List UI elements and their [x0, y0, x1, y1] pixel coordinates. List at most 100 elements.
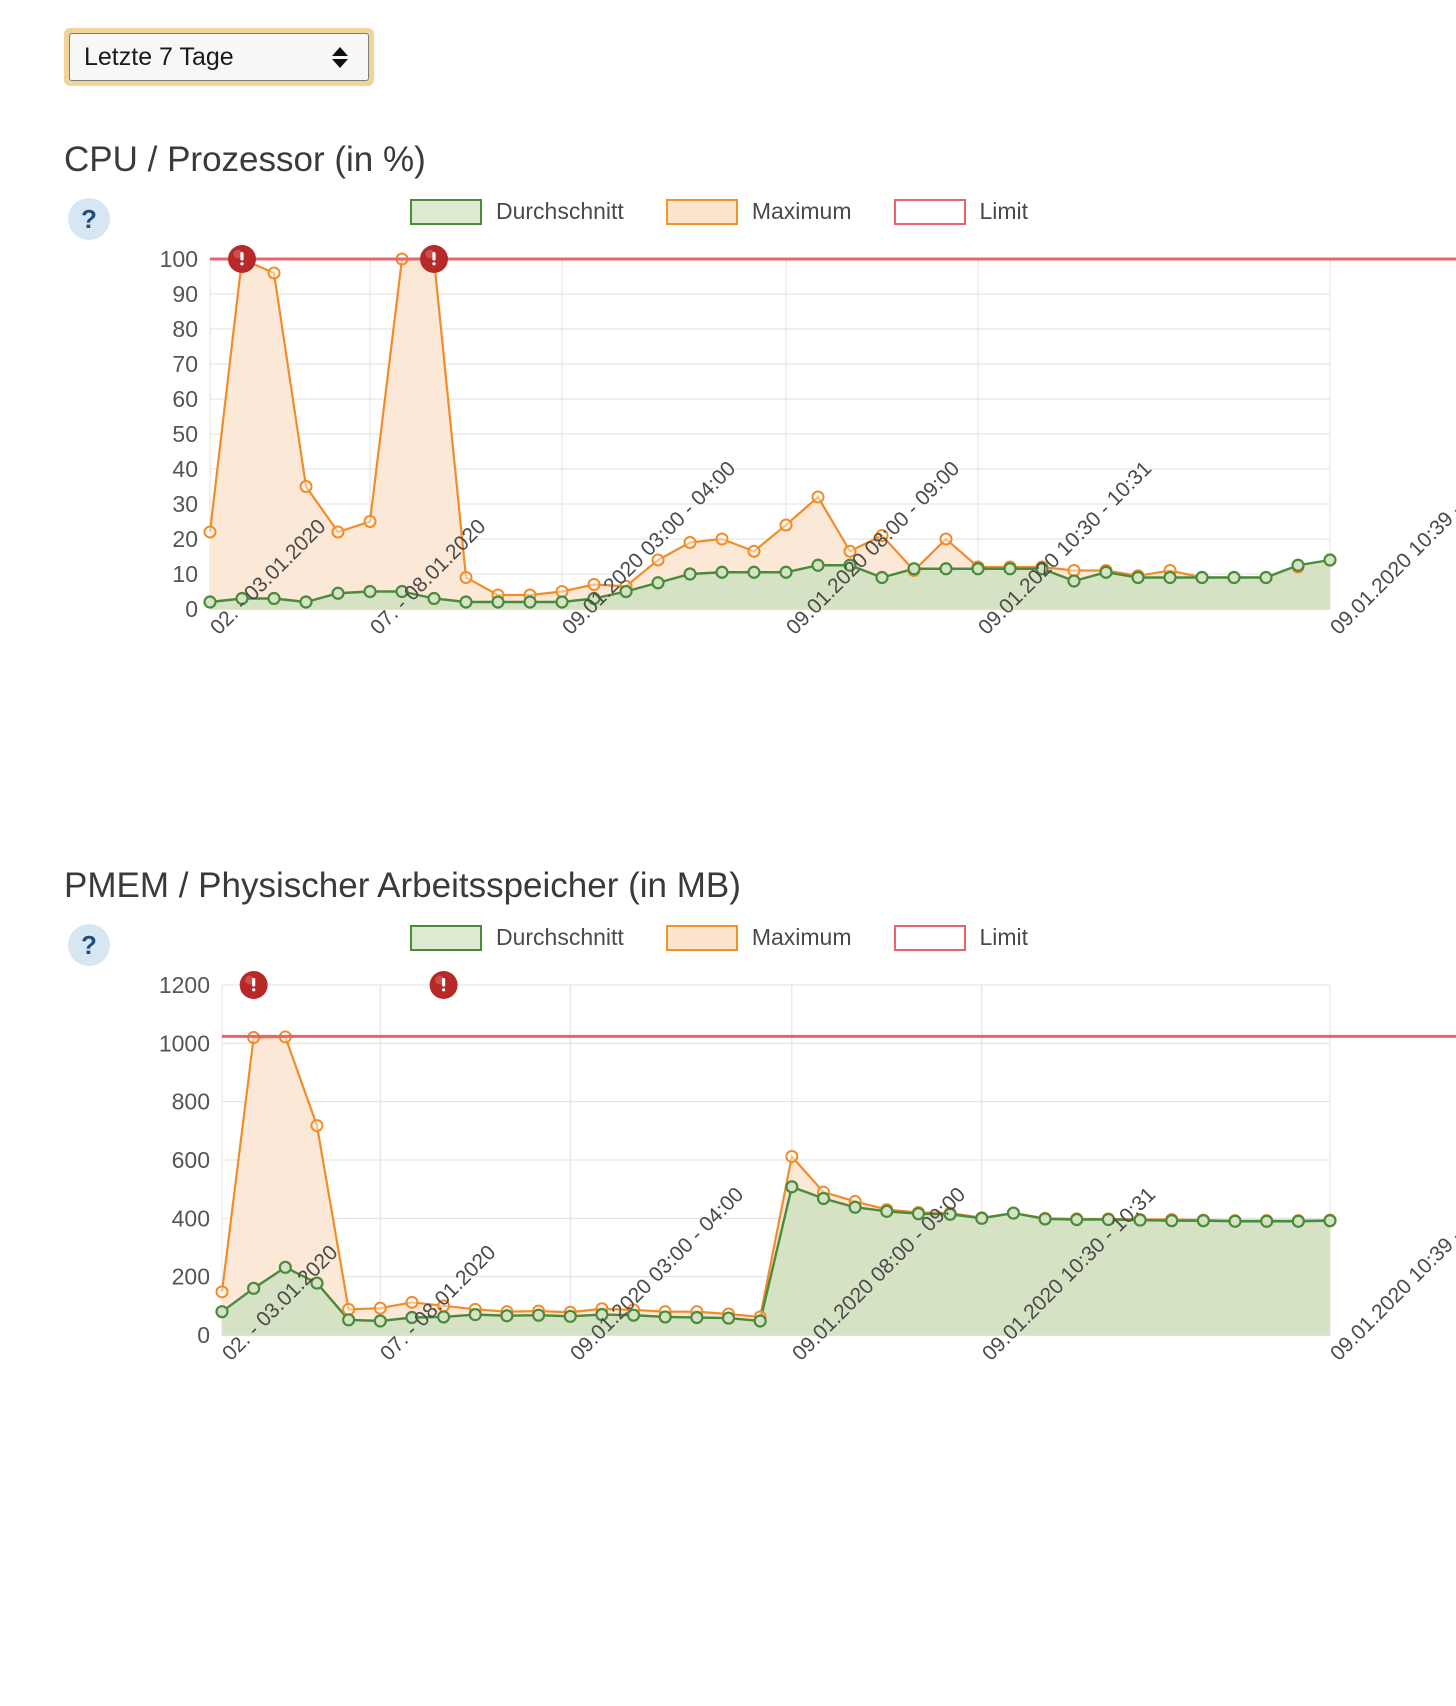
data-point-average [563, 1309, 577, 1323]
data-point-average [971, 562, 985, 576]
data-point-average [1195, 570, 1209, 585]
data-point-average [437, 1310, 451, 1324]
legend-item-average[interactable]: Durchschnitt [410, 198, 624, 225]
alert-marker-icon[interactable] [429, 971, 458, 999]
data-point-average [299, 595, 313, 609]
alert-marker-icon[interactable] [420, 245, 448, 273]
data-point-average [555, 595, 569, 609]
data-point-average [690, 1310, 704, 1325]
data-point-average [405, 1310, 419, 1325]
data-point-maximum [779, 518, 793, 532]
y-axis-tick-label: 1200 [159, 972, 210, 998]
data-point-average [715, 565, 729, 579]
data-point-average [247, 1281, 261, 1295]
spinner-arrows-icon[interactable] [332, 46, 348, 68]
y-axis-tick-label: 200 [172, 1264, 210, 1290]
data-point-maximum [785, 1150, 799, 1163]
data-point-average [626, 1308, 641, 1322]
help-icon-cpu[interactable]: ? [68, 198, 110, 240]
data-point-average [753, 1314, 767, 1328]
legend-cpu: Durchschnitt Maximum Limit [410, 198, 1070, 225]
data-point-average [1260, 1214, 1274, 1228]
data-point-average [1099, 565, 1113, 579]
data-point-average [1003, 562, 1017, 576]
data-point-average [587, 591, 601, 606]
page-title-cpu: CPU / Prozessor (in %) [64, 140, 426, 179]
data-point-average [1131, 570, 1145, 585]
chevron-down-icon [332, 58, 348, 68]
legend-label-average: Durchschnitt [496, 198, 624, 224]
data-point-average [500, 1309, 514, 1323]
y-axis-tick-label: 800 [172, 1089, 210, 1115]
data-point-average [1259, 570, 1273, 585]
legend-item-maximum[interactable]: Maximum [665, 924, 852, 951]
data-point-maximum [651, 553, 665, 567]
data-point-average [747, 565, 761, 579]
data-point-average [911, 1207, 926, 1221]
y-axis-tick-label: 400 [172, 1205, 210, 1231]
data-point-average [1035, 562, 1049, 576]
data-point-average [1165, 1214, 1179, 1228]
data-point-average [491, 595, 505, 609]
data-point-average [1006, 1206, 1021, 1220]
data-point-average [658, 1310, 672, 1324]
data-point-maximum [1067, 564, 1081, 577]
data-point-average [683, 567, 697, 581]
data-point-average [975, 1211, 989, 1225]
alert-marker-icon[interactable] [228, 245, 256, 273]
legend-label-maximum: Maximum [751, 924, 852, 950]
data-point-average [331, 586, 345, 600]
period-select[interactable]: Letzte 7 Tage [69, 33, 369, 81]
y-axis-tick-label: 10 [172, 561, 198, 587]
data-point-maximum [363, 515, 377, 528]
data-point-average [1291, 558, 1305, 572]
y-axis-tick-label: 0 [185, 596, 198, 622]
data-point-average [342, 1313, 356, 1327]
data-point-maximum [939, 532, 953, 546]
data-point-average [395, 584, 409, 599]
legend-label-average: Durchschnitt [496, 924, 624, 950]
data-point-average [779, 565, 793, 579]
legend-item-maximum[interactable]: Maximum [665, 198, 852, 225]
data-point-average [310, 1276, 324, 1290]
data-point-average [907, 562, 921, 576]
data-point-average [875, 570, 889, 585]
data-point-average [848, 1200, 862, 1214]
chart-svg: 0 10 20 30 40 50 60 70 80 90 100 [160, 245, 1456, 622]
legend-swatch-maximum-icon [665, 924, 738, 951]
legend-label-limit: Limit [979, 924, 1029, 950]
y-axis-tick-label: 30 [172, 491, 198, 517]
page-title-pmem: PMEM / Physischer Arbeitsspeicher (in MB… [64, 866, 741, 905]
y-axis-tick-label: 40 [172, 456, 198, 482]
data-point-average [459, 595, 473, 609]
data-point-average [1228, 1214, 1242, 1228]
legend-swatch-average-icon [410, 924, 482, 951]
y-axis-tick-label: 1000 [159, 1030, 210, 1056]
data-point-average [531, 1308, 546, 1322]
data-point-average [619, 584, 633, 599]
legend-item-limit[interactable]: Limit [893, 198, 1029, 225]
help-icon-pmem[interactable]: ? [68, 924, 110, 966]
data-point-maximum [310, 1119, 324, 1133]
legend-item-limit[interactable]: Limit [893, 924, 1029, 951]
data-point-average [468, 1307, 482, 1322]
plot-area-cpu[interactable]: 0 10 20 30 40 50 60 70 80 90 100 02. - 03.01.2020 07… [0, 245, 1456, 639]
period-selector-focus-ring: Letzte 7 Tage [64, 28, 374, 86]
chart-svg: 0 200 400 600 800 1000 1200 [159, 971, 1456, 1348]
legend-label-limit: Limit [979, 198, 1029, 224]
data-point-average [215, 1305, 229, 1319]
data-point-maximum [683, 536, 697, 549]
data-point-average [1163, 570, 1177, 585]
data-point-maximum [715, 532, 729, 546]
data-point-average [880, 1204, 894, 1218]
legend-item-average[interactable]: Durchschnitt [410, 924, 624, 951]
legend-swatch-average-icon [410, 198, 482, 225]
alert-marker-icon[interactable] [239, 971, 268, 999]
y-axis-tick-label: 100 [160, 246, 198, 272]
data-point-average [267, 591, 281, 606]
data-point-average [1038, 1212, 1052, 1226]
plot-area-pmem[interactable]: 0 200 400 600 800 1000 1200 02. - 03.01.2020 07.… [0, 971, 1456, 1365]
period-select-value: Letzte 7 Tage [84, 42, 234, 71]
data-point-maximum [843, 544, 857, 558]
data-point-average [1070, 1212, 1084, 1227]
